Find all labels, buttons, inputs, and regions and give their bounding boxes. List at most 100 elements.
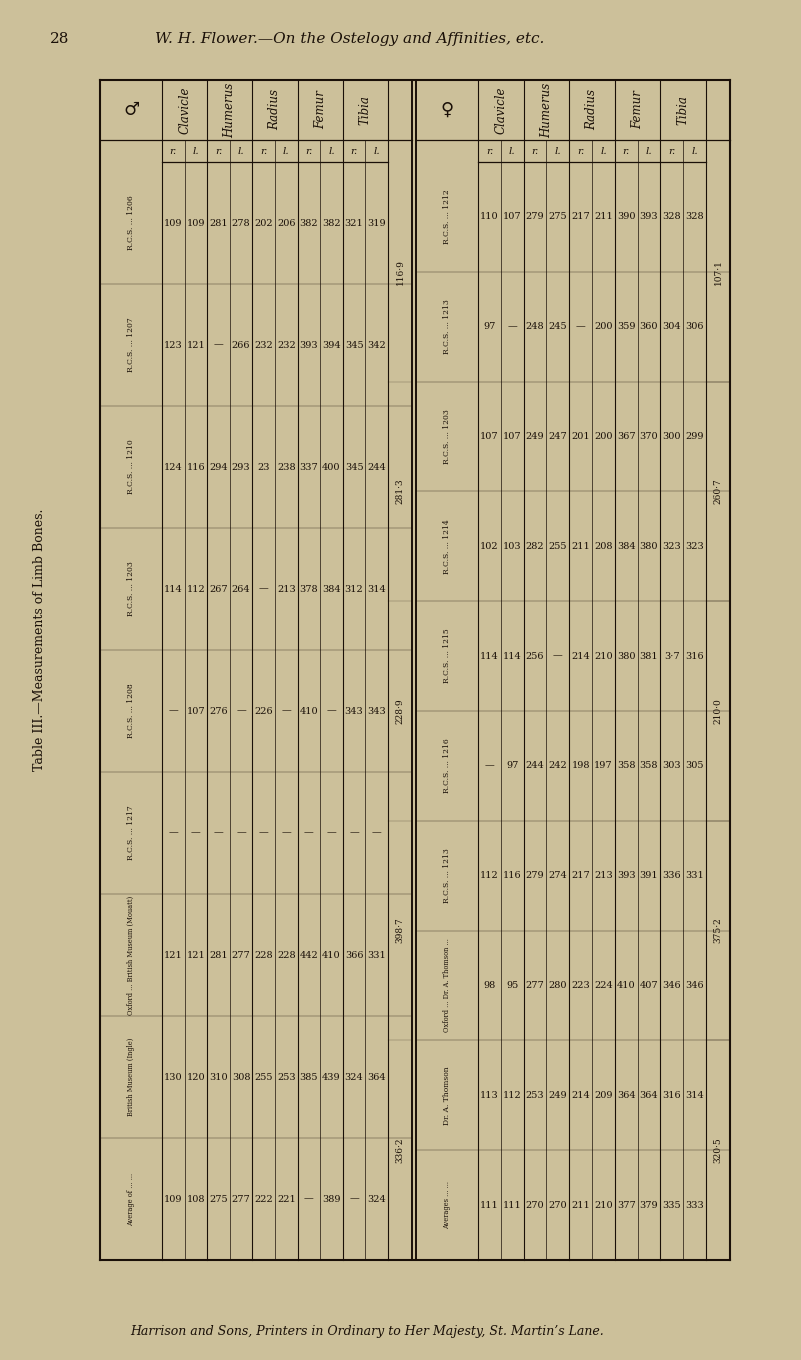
Text: Oxford ... Dr. A. Thomson ...: Oxford ... Dr. A. Thomson ...	[443, 938, 451, 1032]
Text: Clavicle: Clavicle	[178, 86, 191, 133]
Text: R.C.S. ... 1207: R.C.S. ... 1207	[127, 318, 135, 373]
Text: 279: 279	[525, 212, 545, 222]
Text: l.: l.	[328, 147, 335, 155]
Text: 211: 211	[571, 541, 590, 551]
Text: 345: 345	[344, 462, 364, 472]
Text: 275: 275	[209, 1194, 227, 1204]
Text: 278: 278	[231, 219, 251, 227]
Text: 367: 367	[617, 432, 635, 441]
Text: 364: 364	[368, 1073, 386, 1081]
Text: 279: 279	[525, 872, 545, 880]
Text: R.C.S. ... 1203: R.C.S. ... 1203	[443, 409, 451, 464]
Text: r.: r.	[486, 147, 493, 155]
Text: 112: 112	[503, 1091, 521, 1100]
Text: 379: 379	[640, 1201, 658, 1209]
Text: —: —	[191, 828, 201, 838]
Text: l.: l.	[646, 147, 652, 155]
Text: —: —	[236, 828, 246, 838]
Text: 366: 366	[345, 951, 364, 960]
Text: 358: 358	[640, 762, 658, 770]
Text: 130: 130	[164, 1073, 183, 1081]
Text: —: —	[327, 706, 336, 715]
Text: 378: 378	[300, 585, 318, 593]
Text: 198: 198	[571, 762, 590, 770]
Text: 393: 393	[617, 872, 635, 880]
Text: 111: 111	[480, 1201, 499, 1209]
Text: 121: 121	[187, 340, 205, 350]
Text: 300: 300	[662, 432, 681, 441]
Text: 112: 112	[480, 872, 499, 880]
Text: 393: 393	[640, 212, 658, 222]
Text: 200: 200	[594, 432, 613, 441]
Text: 320·5: 320·5	[714, 1137, 723, 1163]
Text: 255: 255	[549, 541, 567, 551]
Text: 360: 360	[640, 322, 658, 332]
Text: 23: 23	[257, 462, 270, 472]
Text: 306: 306	[686, 322, 704, 332]
Text: R.C.S. ... 1206: R.C.S. ... 1206	[127, 196, 135, 250]
Text: 210·0: 210·0	[714, 698, 723, 724]
Text: 116: 116	[503, 872, 521, 880]
Text: Tibia: Tibia	[359, 95, 372, 125]
Text: 228·9: 228·9	[396, 698, 405, 724]
Text: r.: r.	[305, 147, 312, 155]
Text: 390: 390	[617, 212, 635, 222]
Text: R.C.S. ... 1215: R.C.S. ... 1215	[443, 628, 451, 684]
Text: 202: 202	[255, 219, 273, 227]
Text: 244: 244	[368, 462, 386, 472]
Text: l.: l.	[238, 147, 244, 155]
Text: 324: 324	[344, 1073, 364, 1081]
Text: 393: 393	[300, 340, 318, 350]
Text: Clavicle: Clavicle	[494, 86, 507, 133]
Text: Femur: Femur	[314, 91, 327, 129]
Text: 211: 211	[571, 1201, 590, 1209]
Text: 305: 305	[686, 762, 704, 770]
Text: 316: 316	[662, 1091, 681, 1100]
Text: 385: 385	[300, 1073, 318, 1081]
Text: 277: 277	[231, 951, 251, 960]
Text: 410: 410	[617, 981, 635, 990]
Text: 343: 343	[368, 706, 386, 715]
Text: 358: 358	[617, 762, 635, 770]
Text: Radius: Radius	[268, 90, 281, 131]
Text: 260·7: 260·7	[714, 479, 723, 505]
Text: 206: 206	[277, 219, 296, 227]
Text: 110: 110	[480, 212, 499, 222]
Text: 377: 377	[617, 1201, 635, 1209]
Text: 294: 294	[209, 462, 227, 472]
Text: 249: 249	[525, 432, 545, 441]
Text: 222: 222	[255, 1194, 273, 1204]
Text: 277: 277	[525, 981, 545, 990]
Text: 270: 270	[525, 1201, 545, 1209]
Text: 277: 277	[231, 1194, 251, 1204]
Text: —: —	[304, 828, 314, 838]
Text: 121: 121	[164, 951, 183, 960]
Text: 270: 270	[549, 1201, 567, 1209]
Text: 410: 410	[322, 951, 340, 960]
Text: Dr. A. Thomson: Dr. A. Thomson	[443, 1066, 451, 1125]
Text: 244: 244	[525, 762, 545, 770]
Text: 116: 116	[187, 462, 205, 472]
Text: 281: 281	[209, 951, 227, 960]
Text: 232: 232	[277, 340, 296, 350]
Text: 364: 364	[617, 1091, 635, 1100]
Text: 197: 197	[594, 762, 613, 770]
Text: 331: 331	[368, 951, 386, 960]
Text: 114: 114	[480, 651, 499, 661]
Text: 107: 107	[503, 212, 521, 222]
Text: 28: 28	[50, 33, 70, 46]
Text: 323: 323	[662, 541, 681, 551]
Text: R.C.S. ... 1210: R.C.S. ... 1210	[127, 439, 135, 495]
Text: Averages ... ...: Averages ... ...	[443, 1180, 451, 1229]
Text: 248: 248	[525, 322, 545, 332]
Text: 343: 343	[344, 706, 364, 715]
Text: 323: 323	[685, 541, 704, 551]
Text: 253: 253	[525, 1091, 545, 1100]
Text: 439: 439	[322, 1073, 340, 1081]
Text: Femur: Femur	[631, 91, 644, 129]
Text: 264: 264	[231, 585, 251, 593]
Text: R.C.S. ... 1213: R.C.S. ... 1213	[443, 849, 451, 903]
Text: 3·7: 3·7	[664, 651, 679, 661]
Text: —: —	[349, 1194, 359, 1204]
Text: —: —	[327, 828, 336, 838]
